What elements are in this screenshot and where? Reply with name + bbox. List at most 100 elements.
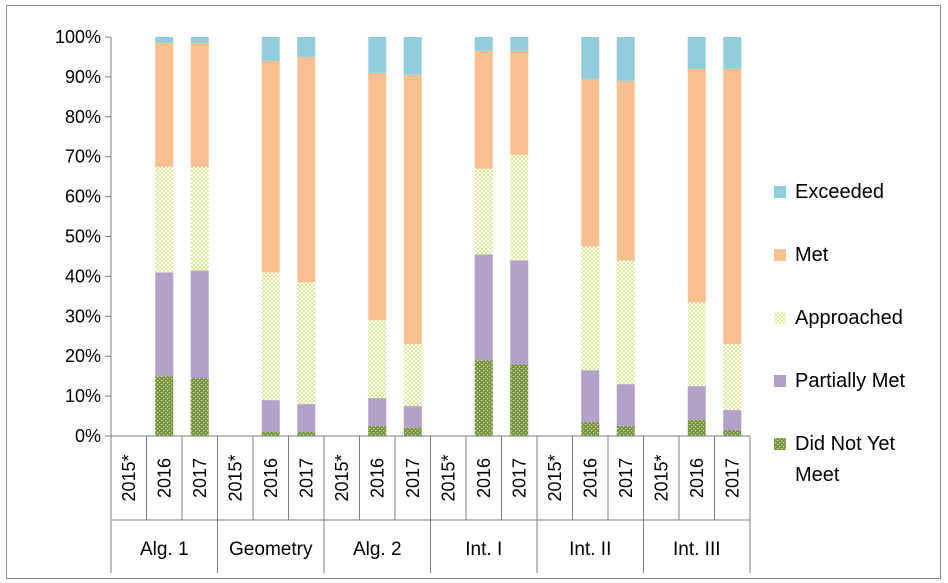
x-tick-label-year: 2015* — [225, 454, 245, 501]
legend-label-met: Met — [795, 244, 829, 266]
bar-exceeded — [190, 37, 209, 43]
x-tick-label-year: 2017 — [509, 458, 529, 498]
x-tick-label-year: 2016 — [580, 458, 600, 498]
stacked-bar-chart: 0% 10% 20% 30% 40% 50% 60% 70% 80% 90% 100% 2015* 20… — [55, 27, 905, 573]
bar-did-not-yet-meet — [723, 430, 742, 436]
bar-partially-met — [297, 404, 316, 433]
bar-did-not-yet-meet — [190, 378, 209, 436]
y-tick-label: 90% — [65, 67, 101, 87]
x-tick-label-year: 2017 — [190, 458, 210, 498]
legend-label-line: Met — [795, 244, 829, 266]
bar-exceeded — [261, 37, 280, 61]
axes-layer: 0% 10% 20% 30% 40% 50% 60% 70% 80% 90% 100% 2015* 20… — [55, 27, 751, 573]
x-tick-label-year: 2016 — [261, 458, 281, 498]
y-tick-label: 0% — [75, 426, 101, 446]
bar-exceeded — [616, 37, 635, 81]
bar-met — [723, 68, 742, 345]
bar-met — [261, 60, 280, 273]
x-tick-label-year: 2017 — [616, 458, 636, 498]
x-tick-label-year: 2017 — [296, 458, 316, 498]
bar-approached — [616, 260, 635, 385]
bar-did-not-yet-meet — [474, 360, 493, 436]
bar-exceeded — [403, 37, 422, 75]
legend: Exceeded Met Approached Partially Met Did No… — [774, 181, 905, 486]
legend-swatch-approached — [774, 312, 786, 324]
bar-met — [368, 72, 387, 321]
legend-label-line: Exceeded — [795, 181, 884, 203]
x-tick-label-year: 2016 — [687, 458, 707, 498]
bar-did-not-yet-meet — [403, 428, 422, 436]
bar-partially-met — [581, 370, 600, 423]
y-tick-label: 20% — [65, 346, 101, 366]
bar-did-not-yet-meet — [581, 422, 600, 436]
bar-approached — [403, 344, 422, 407]
bar-exceeded — [510, 37, 529, 51]
x-tick-label-year: 2015* — [651, 454, 671, 501]
x-tick-label-year: 2017 — [403, 458, 423, 498]
bar-approached — [155, 166, 174, 273]
x-group-label-int-i: Int. I — [465, 539, 502, 560]
chart-frame: 0% 10% 20% 30% 40% 50% 60% 70% 80% 90% 100% 2015* 20… — [6, 5, 941, 579]
bar-approached — [687, 302, 706, 387]
bar-did-not-yet-meet — [261, 432, 280, 436]
y-tick-label: 40% — [65, 266, 101, 286]
bar-exceeded — [474, 37, 493, 51]
y-tick-label: 100% — [55, 27, 101, 47]
x-tick-label-year: 2015* — [545, 454, 565, 501]
bar-approached — [723, 344, 742, 411]
y-tick-label: 30% — [65, 306, 101, 326]
x-tick-label-year: 2015* — [332, 454, 352, 501]
bar-partially-met — [190, 270, 209, 379]
bar-met — [687, 68, 706, 303]
x-group-label-int-ii: Int. II — [569, 539, 611, 560]
y-tick-label: 80% — [65, 107, 101, 127]
bar-partially-met — [155, 272, 174, 377]
legend-swatch-partially-met — [774, 375, 786, 387]
legend-label-did-not-yet-meet: Did Not Yet Meet — [795, 433, 896, 486]
bar-approached — [261, 272, 280, 401]
x-group-label-geometry: Geometry — [229, 539, 313, 560]
bar-approached — [368, 320, 387, 399]
bar-partially-met — [261, 400, 280, 433]
bar-met — [581, 78, 600, 247]
y-tick-label: 70% — [65, 147, 101, 167]
bar-met — [510, 50, 529, 155]
bars-layer — [155, 37, 742, 436]
legend-label-line: Meet — [795, 464, 840, 486]
x-tick-label-year: 2016 — [154, 458, 174, 498]
bar-exceeded — [368, 37, 387, 73]
y-tick-label: 60% — [65, 187, 101, 207]
bar-exceeded — [155, 37, 174, 43]
x-tick-label-year: 2016 — [367, 458, 387, 498]
bar-partially-met — [616, 384, 635, 427]
bar-did-not-yet-meet — [368, 426, 387, 436]
bar-met — [616, 80, 635, 261]
bar-exceeded — [723, 37, 742, 69]
bar-approached — [190, 166, 209, 271]
bar-met — [155, 42, 174, 167]
legend-label-exceeded: Exceeded — [795, 181, 884, 203]
bar-did-not-yet-meet — [297, 432, 316, 436]
bar-approached — [581, 246, 600, 371]
bar-partially-met — [368, 398, 387, 427]
bar-met — [190, 42, 209, 167]
bar-partially-met — [403, 406, 422, 429]
x-tick-label-year: 2015* — [119, 454, 139, 501]
x-tick-label-year: 2015* — [438, 454, 458, 501]
bar-did-not-yet-meet — [510, 364, 529, 436]
bar-did-not-yet-meet — [687, 420, 706, 436]
x-tick-label-year: 2016 — [474, 458, 494, 498]
bar-exceeded — [581, 37, 600, 79]
legend-label-approached: Approached — [795, 307, 903, 329]
y-tick-label: 10% — [65, 386, 101, 406]
bar-partially-met — [687, 386, 706, 421]
bar-approached — [474, 168, 493, 255]
legend-label-line: Partially Met — [795, 370, 905, 392]
bar-met — [297, 56, 316, 283]
bar-partially-met — [723, 410, 742, 431]
bar-approached — [297, 282, 316, 405]
legend-swatch-exceeded — [774, 186, 786, 198]
bar-did-not-yet-meet — [155, 376, 174, 436]
bar-approached — [510, 154, 529, 261]
legend-label-line: Approached — [795, 307, 903, 329]
